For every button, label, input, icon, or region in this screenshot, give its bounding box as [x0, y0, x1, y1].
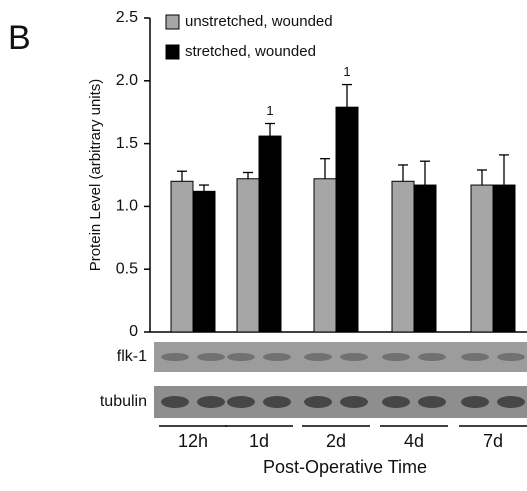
- blot-band: [382, 353, 410, 361]
- bar: [237, 179, 259, 332]
- annotation: 1: [343, 64, 350, 79]
- y-tick-label: 0: [129, 323, 138, 340]
- bar: [414, 185, 436, 332]
- bar: [336, 107, 358, 332]
- blot-band: [497, 353, 525, 361]
- blot-band: [161, 396, 189, 408]
- blot-band: [418, 353, 446, 361]
- blot-band: [497, 396, 525, 408]
- legend-label: unstretched, wounded: [185, 13, 333, 30]
- y-tick-label: 2.5: [116, 9, 138, 26]
- y-tick-label: 1.0: [116, 198, 138, 215]
- blot-band: [263, 396, 291, 408]
- y-tick-label: 1.5: [116, 135, 138, 152]
- y-tick-label: 0.5: [116, 260, 138, 277]
- blot-band: [197, 353, 225, 361]
- x-tick-label: 12h: [178, 431, 208, 451]
- bar: [171, 181, 193, 332]
- x-tick-label: 4d: [404, 431, 424, 451]
- blot-label: flk-1: [117, 348, 147, 365]
- blot-band: [227, 353, 255, 361]
- blot-band: [304, 396, 332, 408]
- bar: [193, 191, 215, 332]
- x-tick-label: 2d: [326, 431, 346, 451]
- blot-band: [340, 396, 368, 408]
- blot-band: [418, 396, 446, 408]
- bar: [471, 185, 493, 332]
- bar: [493, 185, 515, 332]
- annotation: 1: [266, 103, 273, 118]
- page: {"chart_data": {"type": "bar", "panel_la…: [0, 0, 527, 491]
- legend-swatch: [166, 45, 179, 59]
- blot-band: [382, 396, 410, 408]
- bar: [392, 181, 414, 332]
- y-axis-label: Protein Level (arbitrary units): [87, 79, 104, 272]
- panel-label: B: [8, 19, 31, 57]
- blot-band: [461, 396, 489, 408]
- blot-band: [263, 353, 291, 361]
- blot-band: [227, 396, 255, 408]
- x-tick-label: 1d: [249, 431, 269, 451]
- blot-band: [340, 353, 368, 361]
- blot-band: [161, 353, 189, 361]
- y-tick-label: 2.0: [116, 72, 138, 89]
- bar: [314, 179, 336, 332]
- legend-label: stretched, wounded: [185, 43, 316, 60]
- blot-label: tubulin: [100, 393, 147, 410]
- legend-swatch: [166, 15, 179, 29]
- blot-band: [461, 353, 489, 361]
- x-axis-label: Post-Operative Time: [263, 457, 427, 477]
- chart: B Protein Level (arbitrary units) Post-O…: [0, 0, 527, 491]
- blot-band: [197, 396, 225, 408]
- x-tick-label: 7d: [483, 431, 503, 451]
- blot-band: [304, 353, 332, 361]
- bar: [259, 136, 281, 332]
